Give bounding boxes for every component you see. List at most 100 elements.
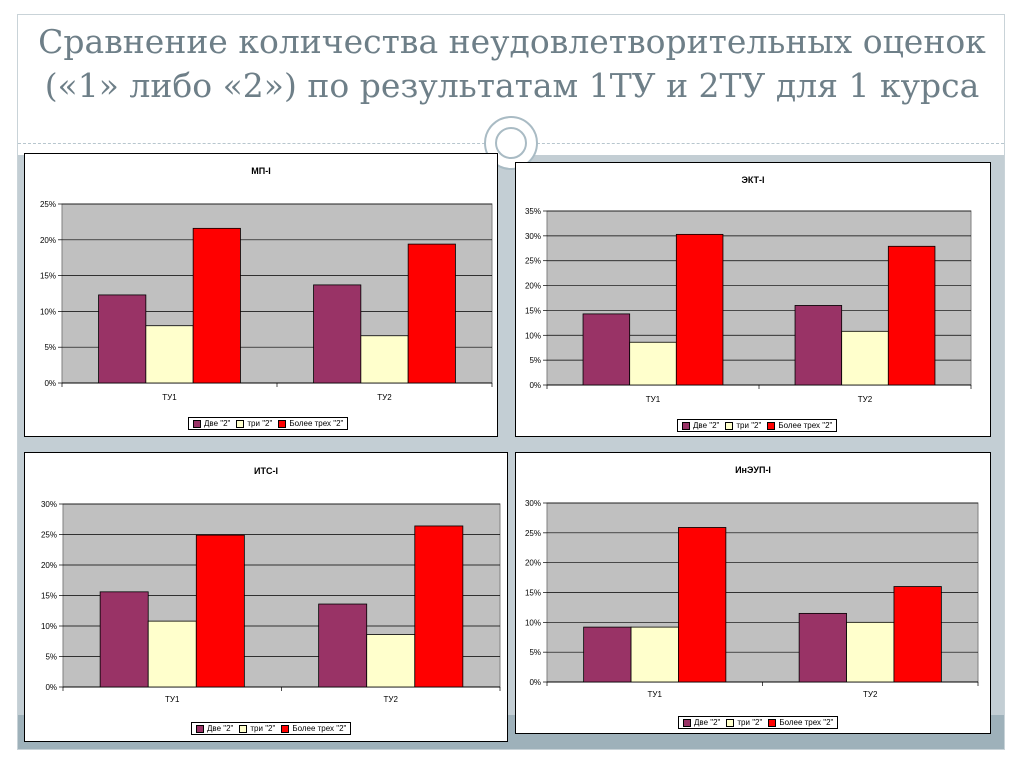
x-category-label: ТУ1 (646, 395, 661, 404)
chart-legend: Две "2" три "2" Более трех "2" (677, 419, 838, 432)
circle-ornament-inner (495, 127, 527, 159)
y-tick-label: 25% (525, 257, 541, 266)
bar-ту2-series-1 (318, 603, 368, 688)
y-tick-label: 0% (529, 678, 541, 687)
bar-ту2-series-1 (794, 305, 843, 386)
legend-label: Две "2" (694, 718, 721, 727)
chart-legend: Две "2" три "2" Более трех "2" (678, 716, 839, 729)
chart-svg: ИнЭУП-I 0% 5% 10% 15% 20% 25% 30% ТУ1 ТУ2 (525, 465, 979, 699)
chart-ineup: ИнЭУП-I 0% 5% 10% 15% 20% 25% 30% ТУ1 ТУ2 Две "2" т… (515, 452, 991, 734)
legend-label: Две "2" (207, 724, 234, 733)
legend-item: Две "2" (193, 419, 230, 428)
y-tick-label: 15% (41, 592, 57, 601)
bar-ту2-series-3 (893, 586, 942, 683)
legend-item: Более трех "2" (767, 421, 832, 430)
legend-swatch-icon (193, 419, 201, 428)
legend-label: Более трех "2" (779, 718, 834, 727)
bar-ту1-series-1 (583, 626, 632, 683)
legend-swatch-icon (278, 419, 287, 428)
legend-item: Более трех "2" (281, 724, 346, 733)
legend-swatch-icon (239, 724, 248, 733)
legend-swatch-icon (281, 724, 290, 733)
legend-item: три "2" (726, 718, 762, 727)
legend-label: Более трех "2" (292, 724, 347, 733)
legend-swatch-icon (682, 421, 690, 430)
y-tick-label: 35% (525, 207, 541, 216)
legend-item: три "2" (239, 724, 275, 733)
slide-title-line-1: Сравнение количества неудовлетворительны… (38, 22, 986, 61)
chart-its: ИТС-I 0% 5% 10% 15% 20% 25% 30% ТУ1 ТУ2 Две "2" три… (24, 452, 508, 742)
legend-item: Две "2" (196, 724, 233, 733)
chart-svg: ЭКТ-I 0% 5% 10% 15% 20% 25% 30% 35% ТУ1 ТУ2 (525, 175, 972, 404)
bar-ту1-series-1 (582, 313, 631, 386)
legend-item: Две "2" (682, 421, 719, 430)
bar-ту1-series-1 (99, 591, 149, 688)
x-category-label: ТУ2 (377, 393, 392, 402)
bar-ту2-series-1 (798, 612, 847, 683)
y-tick-label: 15% (40, 272, 56, 281)
legend-swatch-icon (767, 421, 776, 430)
x-category-label: ТУ2 (863, 690, 878, 699)
x-category-label: ТУ1 (648, 690, 663, 699)
y-tick-label: 5% (44, 343, 56, 352)
x-category-label: ТУ1 (162, 393, 177, 402)
legend-swatch-icon (236, 419, 245, 428)
legend-item: Более трех "2" (768, 718, 833, 727)
legend-label: три "2" (247, 419, 273, 428)
y-tick-label: 0% (45, 683, 57, 692)
y-tick-label: 0% (529, 381, 541, 390)
legend-label: Две "2" (693, 421, 720, 430)
y-tick-label: 0% (44, 379, 56, 388)
y-tick-label: 10% (525, 331, 541, 340)
chart-legend: Две "2" три "2" Более трех "2" (188, 417, 349, 430)
bar-ту1-series-1 (98, 294, 147, 384)
chart-svg: МП-I 0% 5% 10% 15% 20% 25% ТУ1 ТУ2 (40, 166, 493, 402)
legend-label: Более трех "2" (778, 421, 833, 430)
y-tick-label: 15% (525, 589, 541, 598)
chart-title: МП-I (251, 166, 270, 176)
chart-ekt: ЭКТ-I 0% 5% 10% 15% 20% 25% 30% 35% ТУ1 ТУ2 Две "2"… (515, 162, 991, 437)
legend-item: Более трех "2" (278, 419, 343, 428)
bar-ту2-series-2 (846, 621, 895, 683)
y-tick-label: 20% (525, 282, 541, 291)
bar-ту1-series-2 (630, 626, 679, 683)
y-tick-label: 25% (525, 529, 541, 538)
x-category-label: ТУ2 (384, 695, 399, 704)
y-tick-label: 5% (529, 356, 541, 365)
legend-swatch-icon (768, 718, 777, 727)
bar-ту1-series-3 (192, 227, 241, 384)
y-tick-label: 30% (41, 500, 57, 509)
y-tick-label: 30% (525, 232, 541, 241)
bar-ту2-series-2 (366, 634, 416, 688)
y-tick-label: 10% (40, 307, 56, 316)
y-tick-label: 5% (529, 648, 541, 657)
legend-swatch-icon (683, 718, 691, 727)
bar-ту2-series-1 (313, 284, 362, 384)
legend-item: три "2" (236, 419, 272, 428)
y-tick-label: 5% (45, 653, 57, 662)
slide-frame (17, 14, 1005, 750)
y-tick-label: 20% (525, 559, 541, 568)
bar-ту2-series-3 (414, 525, 464, 688)
bar-ту1-series-3 (675, 233, 724, 386)
legend-label: Более трех "2" (289, 419, 344, 428)
x-category-label: ТУ1 (165, 695, 180, 704)
legend-label: Две "2" (204, 419, 231, 428)
slide-title: Сравнение количества неудовлетворительны… (20, 20, 1004, 108)
y-tick-label: 10% (41, 622, 57, 631)
bar-ту1-series-3 (195, 534, 245, 688)
y-tick-label: 20% (40, 236, 56, 245)
bar-ту2-series-3 (887, 245, 936, 386)
chart-mp: МП-I 0% 5% 10% 15% 20% 25% ТУ1 ТУ2 Две "2" три "2"… (24, 153, 498, 437)
bar-ту2-series-3 (407, 243, 456, 384)
slide-title-line-2: («1» либо «2») по результатам 1ТУ и 2ТУ … (44, 66, 980, 105)
chart-legend: Две "2" три "2" Более трех "2" (191, 722, 352, 735)
y-tick-label: 25% (41, 531, 57, 540)
chart-title: ИнЭУП-I (735, 465, 771, 475)
bar-ту1-series-2 (629, 341, 677, 386)
y-tick-label: 30% (525, 499, 541, 508)
bar-ту1-series-2 (145, 325, 194, 384)
legend-label: три "2" (250, 724, 276, 733)
chart-title: ИТС-I (254, 466, 278, 476)
